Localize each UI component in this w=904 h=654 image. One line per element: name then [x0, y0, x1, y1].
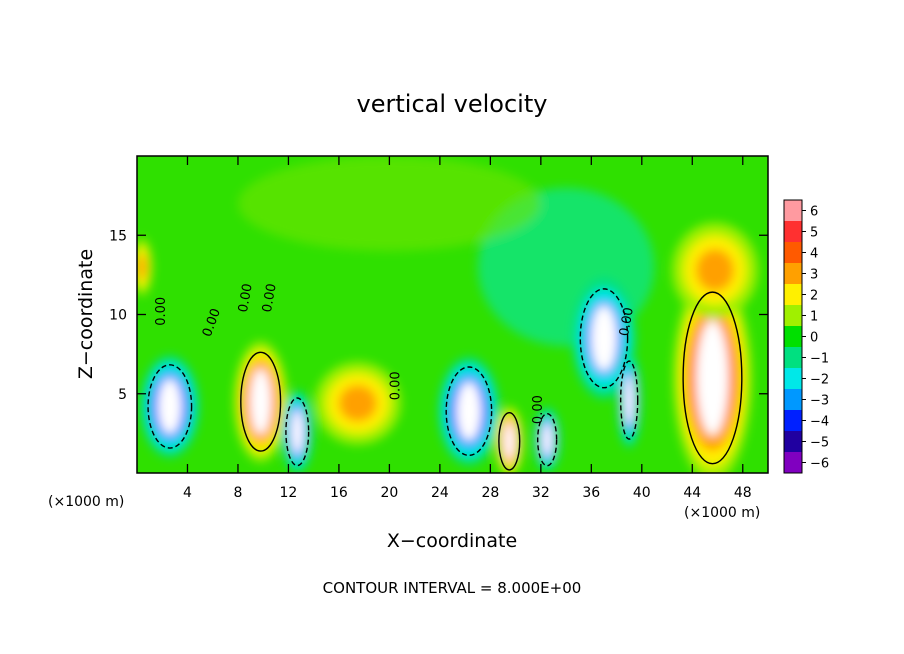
- y-axis-label: Z−coordinate: [75, 249, 97, 379]
- ambient-top: [237, 156, 541, 252]
- x-axis-label: X−coordinate: [387, 530, 517, 552]
- colorbar-label: −2: [810, 373, 829, 388]
- x-tick-label: 4: [183, 485, 192, 501]
- colorbar-swatch: [784, 410, 802, 432]
- x-unit-right: (×1000 m): [684, 505, 760, 521]
- field-core-c: [282, 390, 313, 473]
- colorbar-swatch: [784, 326, 802, 348]
- x-tick-label: 20: [380, 485, 398, 501]
- contour-core-e: [445, 366, 493, 457]
- y-tick-label: 5: [118, 387, 127, 403]
- colorbar-swatch: [784, 368, 802, 390]
- contour-core-b: [240, 351, 282, 452]
- field-core-b: [234, 341, 288, 462]
- x-tick-label: 40: [633, 485, 651, 501]
- y-axis: 5 10 15: [109, 228, 768, 403]
- contour-core-j: [682, 291, 743, 465]
- x-tick-label: 8: [233, 485, 242, 501]
- field-core-a: [140, 355, 199, 458]
- plot-area: [137, 156, 768, 473]
- x-unit-left: (×1000 m): [48, 494, 124, 510]
- colorbar-swatch: [784, 389, 802, 411]
- colorbar-swatch: [784, 242, 802, 264]
- x-tick-label: 24: [431, 485, 449, 501]
- x-tick-label: 36: [582, 485, 600, 501]
- colorbar-swatch: [784, 200, 802, 222]
- field-core-e: [438, 357, 500, 466]
- colorbar-swatch: [784, 347, 802, 369]
- colorbar-label: 2: [810, 289, 818, 304]
- colorbar-swatch: [784, 305, 802, 327]
- contour-core-h: [579, 288, 629, 389]
- contour-core-c: [285, 397, 310, 467]
- field-core-i: [617, 352, 641, 448]
- field-core-h: [572, 278, 636, 399]
- colorbar-label: −4: [810, 415, 829, 430]
- field-core-f: [495, 406, 524, 473]
- colorbar-label: 6: [810, 205, 818, 220]
- colorbar-label: 1: [810, 310, 818, 325]
- field-core-j: [673, 273, 752, 473]
- velocity-field: [137, 156, 758, 473]
- colorbar-swatch: [784, 221, 802, 243]
- colorbar-label: −5: [810, 436, 829, 451]
- colorbar-swatch: [784, 263, 802, 285]
- colorbar-swatch: [784, 431, 802, 453]
- chart-title: vertical velocity: [357, 90, 548, 118]
- y-tick-label: 10: [109, 308, 127, 324]
- x-tick-label: 16: [330, 485, 348, 501]
- x-tick-label: 28: [481, 485, 499, 501]
- colorbar: 6 5 4 3 2 1 0 −1 −2 −3 −4 −5 −6: [783, 199, 829, 474]
- contour-core-f: [498, 412, 521, 471]
- contour-lines: [147, 288, 743, 471]
- contour-label: 0.00: [236, 282, 256, 313]
- field-core-k: [672, 222, 758, 318]
- field-core-d: [314, 362, 401, 445]
- x-axis: 4 8 12 16 20 24 28 32 36 40 44 48: [183, 156, 752, 501]
- colorbar-swatch: [784, 452, 802, 474]
- colorbar-label: −1: [810, 352, 829, 367]
- y-tick-label: 15: [109, 228, 127, 244]
- field-core-g: [534, 408, 560, 472]
- colorbar-label: 0: [810, 331, 818, 346]
- colorbar-label: 5: [810, 226, 818, 241]
- colorbar-label: −6: [810, 457, 829, 472]
- contour-label: 0.00: [531, 395, 546, 424]
- contour-core-g: [536, 413, 558, 467]
- x-tick-label: 12: [280, 485, 298, 501]
- colorbar-label: −3: [810, 394, 829, 409]
- contour-label: 0.00: [617, 306, 637, 337]
- contour-core-i: [619, 360, 639, 440]
- colorbar-swatch: [784, 284, 802, 306]
- colorbar-label: 4: [810, 247, 818, 262]
- contour-label: 0.00: [260, 282, 280, 313]
- x-tick-label: 44: [683, 485, 701, 501]
- x-tick-label: 32: [532, 485, 550, 501]
- x-tick-label: 48: [734, 485, 752, 501]
- contour-label: 0.00: [154, 297, 169, 326]
- field-core-l: [137, 238, 153, 296]
- contour-interval-note: CONTOUR INTERVAL = 8.000E+00: [323, 579, 582, 597]
- contour-label: 0.00: [388, 371, 403, 400]
- contour-core-a: [147, 364, 193, 449]
- colorbar-label: 3: [810, 268, 818, 283]
